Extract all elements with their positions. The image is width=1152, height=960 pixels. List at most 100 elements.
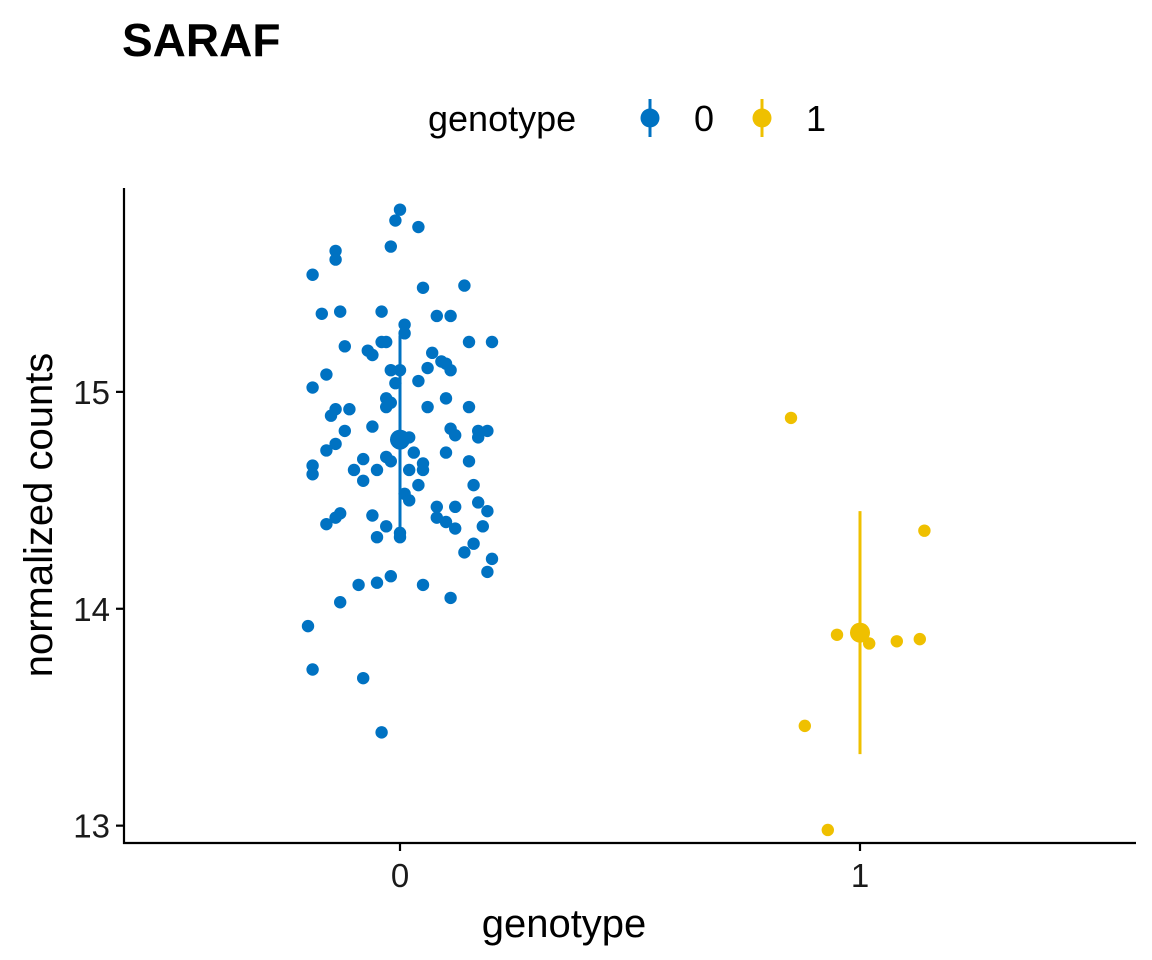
point-genotype-0-67 <box>412 478 425 492</box>
point-genotype-1-1 <box>918 524 931 537</box>
point-genotype-0-97 <box>301 619 315 633</box>
legend-entry-0: 0 <box>640 98 714 139</box>
mean-point-genotype-0 <box>390 429 410 450</box>
point-genotype-0-66 <box>357 474 370 487</box>
point-genotype-0-5 <box>329 253 342 266</box>
mean-point-genotype-1 <box>850 622 870 643</box>
legend: genotype 0 1 <box>428 98 826 139</box>
summary-layer <box>390 335 870 755</box>
point-genotype-0-22 <box>462 335 476 349</box>
point-genotype-0-32 <box>412 374 425 388</box>
y-tick-label-13: 13 <box>73 808 110 845</box>
point-genotype-0-88 <box>458 546 471 559</box>
point-genotype-0-2 <box>389 214 402 227</box>
point-genotype-1-0 <box>784 411 798 425</box>
point-genotype-0-54 <box>439 446 453 459</box>
point-genotype-0-8 <box>458 279 471 292</box>
legend-label-1: 1 <box>806 98 826 139</box>
point-genotype-0-58 <box>462 455 476 468</box>
point-genotype-0-68 <box>467 478 480 492</box>
point-genotype-0-33 <box>389 376 402 390</box>
point-genotype-0-39 <box>421 400 434 414</box>
x-axis-title: genotype <box>482 902 647 946</box>
point-genotype-0-49 <box>472 431 485 444</box>
point-genotype-0-100 <box>375 726 388 739</box>
point-genotype-0-60 <box>306 468 319 481</box>
point-genotype-0-21 <box>426 346 439 360</box>
x-tick-label-0: 0 <box>391 857 409 894</box>
point-genotype-0-74 <box>481 504 494 518</box>
point-genotype-0-1 <box>412 220 425 234</box>
point-genotype-0-94 <box>416 578 430 592</box>
point-genotype-0-52 <box>320 444 333 457</box>
point-genotype-0-7 <box>416 281 430 294</box>
point-genotype-0-81 <box>476 520 489 533</box>
point-genotype-0-38 <box>462 400 476 414</box>
point-genotype-0-30 <box>320 368 333 381</box>
y-tick-label-15: 15 <box>73 374 110 411</box>
point-genotype-0-18 <box>338 340 351 353</box>
point-genotype-0-79 <box>439 515 453 529</box>
plot-area <box>301 203 931 837</box>
point-genotype-0-70 <box>403 494 416 507</box>
point-genotype-0-10 <box>334 305 347 318</box>
point-genotype-0-0 <box>393 203 407 216</box>
point-genotype-0-44 <box>366 420 379 433</box>
point-genotype-0-96 <box>334 596 347 609</box>
point-genotype-0-72 <box>430 500 443 514</box>
point-genotype-0-95 <box>444 591 457 605</box>
point-genotype-0-56 <box>384 455 397 468</box>
point-genotype-0-13 <box>444 309 457 323</box>
point-genotype-0-57 <box>357 452 370 466</box>
legend-label-0: 0 <box>694 98 714 139</box>
point-genotype-0-86 <box>370 530 384 544</box>
point-genotype-0-26 <box>421 361 434 375</box>
point-genotype-1-2 <box>830 628 844 641</box>
legend-title: genotype <box>428 98 576 139</box>
points-layer <box>301 203 931 837</box>
point-genotype-0-59 <box>306 459 319 472</box>
point-genotype-0-87 <box>467 537 480 550</box>
point-genotype-0-93 <box>352 578 365 592</box>
point-genotype-0-99 <box>357 671 370 685</box>
legend-key-dot-0 <box>640 108 660 128</box>
point-genotype-0-47 <box>481 424 494 438</box>
point-genotype-0-29 <box>384 363 397 377</box>
legend-key-dot-1 <box>752 108 772 128</box>
point-genotype-0-89 <box>485 552 499 566</box>
y-axis-ticks: 13 14 15 <box>73 374 124 845</box>
point-genotype-0-20 <box>366 348 379 362</box>
point-genotype-0-9 <box>315 307 328 320</box>
point-genotype-0-51 <box>329 437 342 451</box>
point-genotype-0-92 <box>370 576 384 589</box>
x-tick-label-1: 1 <box>851 857 869 894</box>
point-genotype-0-98 <box>306 663 319 676</box>
point-genotype-1-4 <box>890 635 903 648</box>
point-genotype-0-90 <box>481 565 494 579</box>
point-genotype-0-6 <box>306 268 319 281</box>
point-genotype-0-73 <box>449 500 462 514</box>
chart-title: SARAF <box>122 14 280 66</box>
point-genotype-0-23 <box>485 335 499 349</box>
point-genotype-0-4 <box>329 244 342 258</box>
point-genotype-1-6 <box>798 719 811 733</box>
point-genotype-0-80 <box>449 522 462 535</box>
point-genotype-0-83 <box>380 520 393 533</box>
point-genotype-0-14 <box>398 318 411 331</box>
point-genotype-1-5 <box>913 632 926 646</box>
point-genotype-0-78 <box>430 511 443 524</box>
point-genotype-0-40 <box>343 403 356 416</box>
point-genotype-0-36 <box>380 400 393 414</box>
y-axis-title: normalized counts <box>17 353 61 678</box>
point-genotype-0-64 <box>403 463 416 477</box>
point-genotype-0-43 <box>338 424 351 438</box>
y-tick-label-14: 14 <box>73 591 110 628</box>
legend-entry-1: 1 <box>752 98 826 139</box>
point-genotype-0-11 <box>375 305 388 318</box>
point-genotype-0-3 <box>384 240 397 253</box>
point-genotype-0-42 <box>324 409 338 422</box>
point-genotype-0-31 <box>306 381 319 394</box>
point-genotype-0-37 <box>439 392 453 405</box>
